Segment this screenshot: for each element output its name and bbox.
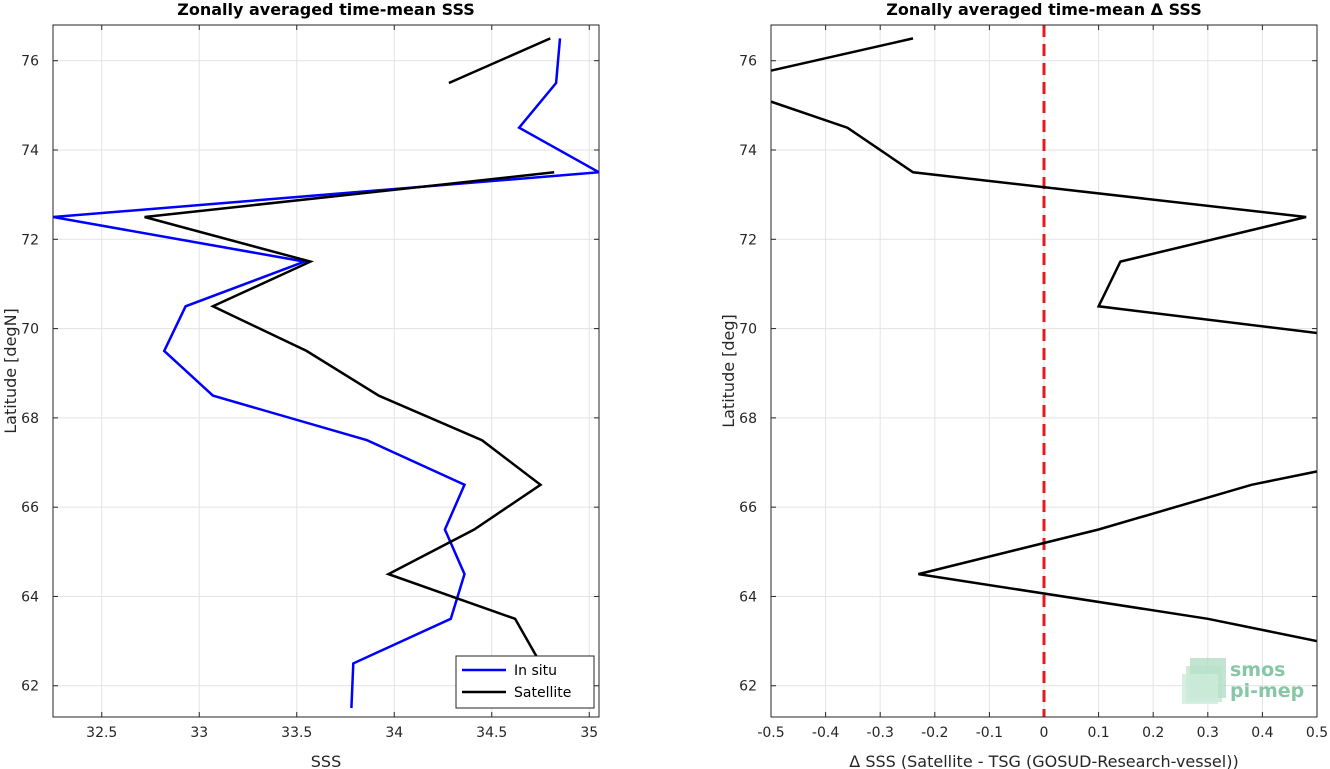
x-tick-label: 0.5 [1306, 725, 1328, 741]
x-axis-label: Δ SSS (Satellite - TSG (GOSUD-Research-v… [849, 752, 1238, 769]
x-tick-label: 0.4 [1251, 725, 1273, 741]
delta-sss-line [771, 100, 1317, 335]
x-tick-label: 33 [190, 725, 208, 741]
x-axis-label: SSS [311, 752, 341, 769]
x-tick-label: -0.3 [867, 725, 894, 741]
x-tick-label: -0.4 [812, 725, 839, 741]
x-tick-label: 0.3 [1197, 725, 1219, 741]
x-tick-label: 35 [580, 725, 598, 741]
y-tick-label: 64 [739, 589, 757, 605]
plot-area [771, 37, 1317, 643]
x-tick-label: -0.5 [757, 725, 784, 741]
y-tick-label: 68 [21, 411, 39, 427]
y-tick-label: 74 [739, 143, 757, 159]
logo-text-smos: smos [1230, 659, 1286, 681]
axes-frame [52, 24, 600, 718]
y-tick-label: 68 [739, 411, 757, 427]
x-tick-label: 34.5 [476, 725, 507, 741]
legend-box [455, 655, 595, 709]
y-axis-label: Latitude [degN] [1, 308, 20, 434]
y-tick-label: 62 [21, 679, 39, 695]
x-tick-label: 0 [1040, 725, 1049, 741]
y-tick-label: 62 [739, 679, 757, 695]
delta-sss-line [918, 470, 1317, 643]
x-tick-label: 32.5 [86, 725, 117, 741]
logo-waves-icon [1182, 658, 1226, 704]
axes-frame [770, 24, 1318, 718]
y-tick-label: 70 [21, 322, 39, 338]
x-tick-label: 34 [385, 725, 403, 741]
x-tick-label: 33.5 [281, 725, 312, 741]
smos-pi-mep-logo [1180, 656, 1300, 706]
delta-sss-panel: -0.5 -0.4 -0.3 -0.2 -0.1 0 0.1 0.2 0.3 0.4 0.5 62 64… [719, 0, 1328, 769]
legend-label: In situ [514, 663, 557, 679]
legend-label: Satellite [514, 685, 571, 701]
satellite-line [144, 171, 555, 709]
y-tick-label: 70 [739, 322, 757, 338]
y-tick-label: 76 [21, 54, 39, 70]
y-tick-label: 72 [739, 232, 757, 248]
satellite-line [448, 37, 551, 85]
y-tick-label: 76 [739, 54, 757, 70]
y-tick-label: 66 [21, 500, 39, 516]
x-tick-label: 0.2 [1142, 725, 1164, 741]
delta-sss-line [771, 37, 914, 72]
x-tick-label: -0.2 [921, 725, 948, 741]
in-situ-line [53, 38, 599, 709]
logo-text-pi-mep: pi-mep [1230, 680, 1305, 702]
sss-panel: 32.5 33 33.5 34 34.5 35 62 64 66 68 70 72 74 76 Zonall… [1, 0, 600, 769]
plot-area [53, 37, 599, 709]
y-tick-label: 74 [21, 143, 39, 159]
x-tick-label: 0.1 [1087, 725, 1109, 741]
y-tick-label: 64 [21, 589, 39, 605]
y-tick-label: 66 [739, 500, 757, 516]
y-tick-label: 72 [21, 232, 39, 248]
x-tick-label: -0.1 [976, 725, 1003, 741]
chart-title: Zonally averaged time-mean Δ SSS [886, 0, 1202, 19]
chart-title: Zonally averaged time-mean SSS [177, 0, 475, 19]
y-axis-label: Latitude [deg] [719, 314, 738, 428]
